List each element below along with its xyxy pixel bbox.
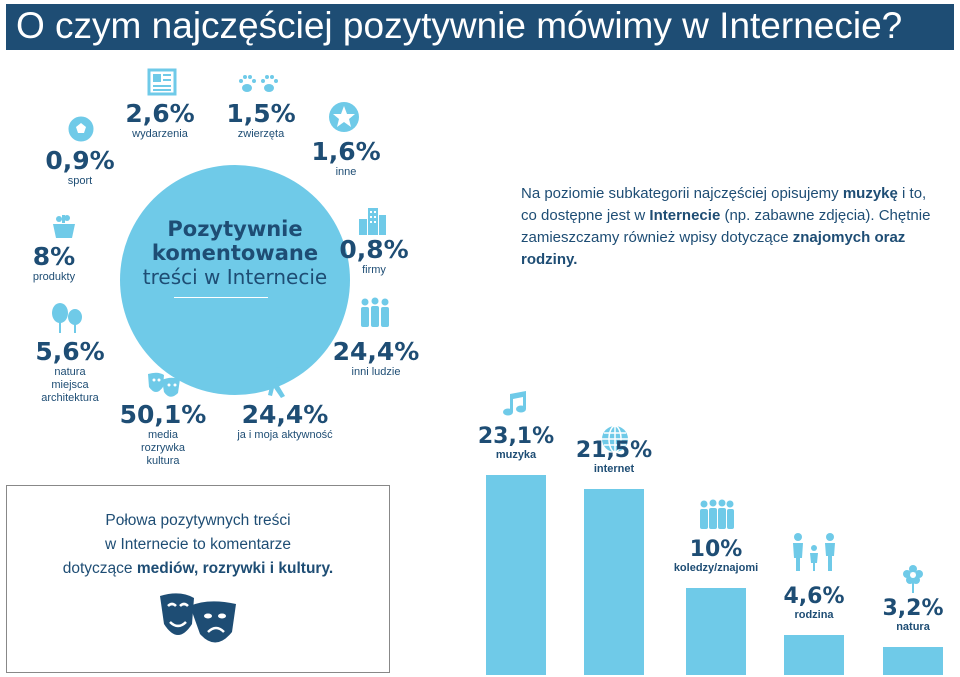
category-label: ja i moja aktywność <box>237 429 333 441</box>
bar-1 <box>486 475 546 675</box>
music-note-icon <box>503 391 526 416</box>
category-value: 0,8% <box>339 235 409 264</box>
box-line: w Internecie to komentarze <box>104 536 292 553</box>
page-title: O czym najczęściej pozytywnie mówimy w I… <box>16 5 903 46</box>
flower-icon <box>903 565 923 593</box>
category-label: miejsca <box>51 379 89 391</box>
circle-title-line1: Pozytywnie <box>167 217 303 241</box>
subcategory-note: Na poziomie subkategorii najczęściej opi… <box>521 183 941 271</box>
family-icon <box>793 533 835 571</box>
title-bar: O czym najczęściej pozytywnie mówimy w I… <box>6 4 954 50</box>
category-label: sport <box>67 175 93 187</box>
category-label: wydarzenia <box>132 128 188 140</box>
category-label: inni ludzie <box>351 366 401 378</box>
buildings-icon <box>359 208 386 235</box>
summary-box-text: Połowa pozytywnych treści w Internecie t… <box>8 509 388 581</box>
box-line-prefix: dotyczące <box>62 560 137 577</box>
theater-masks-icon <box>160 593 236 643</box>
bar-category-label: internet <box>593 463 635 475</box>
box-line: Połowa pozytywnych treści <box>105 512 291 529</box>
bar-3 <box>686 588 746 675</box>
category-label: inne <box>335 166 357 178</box>
category-value: 1,5% <box>226 99 296 128</box>
bar-4 <box>784 635 844 675</box>
category-label: zwierzęta <box>237 128 285 140</box>
running-person-icon <box>266 367 285 398</box>
circle-divider <box>174 297 268 298</box>
category-natura-miejsca: 5,6% natura miejsca architektura <box>28 338 112 405</box>
category-label: natura <box>54 366 86 378</box>
category-value: 1,6% <box>311 137 381 166</box>
category-value: 0,9% <box>45 146 115 175</box>
newspaper-icon <box>147 68 177 96</box>
circle-subtitle: treści w Internecie <box>142 265 328 289</box>
box-line-bold: mediów, rozrywki i kultury. <box>136 560 334 577</box>
bar-value-label: 4,6% <box>783 584 845 609</box>
category-inne: 1,6% inne <box>306 138 386 179</box>
shopping-basket-icon <box>53 215 75 238</box>
bar-value-label: 23,1% <box>477 424 555 449</box>
category-sport: 0,9% sport <box>40 147 120 188</box>
category-inni-ludzie: 24,4% inni ludzie <box>330 338 422 379</box>
bar-category-label: natura <box>896 621 930 633</box>
category-produkty: 8% produkty <box>24 243 84 284</box>
bar-value-label: 3,2% <box>882 596 944 621</box>
category-zwierzeta: 1,5% zwierzęta <box>221 100 301 141</box>
category-aktywnosc: 24,4% ja i moja aktywność <box>230 401 340 442</box>
note-bold: znajomych oraz rodziny. <box>521 229 906 268</box>
bar-label-4: 4,6% rodzina <box>759 585 869 622</box>
bar-value-label: 10% <box>689 537 743 562</box>
category-value: 2,6% <box>125 99 195 128</box>
note-bold: muzykę <box>842 185 898 202</box>
theater-masks-icon <box>148 372 180 397</box>
bar-value-label: 21,5% <box>575 438 653 463</box>
bar-5 <box>883 647 943 675</box>
friends-group-icon <box>700 499 734 529</box>
paw-prints-icon <box>239 75 278 92</box>
note-text: Na poziomie subkategorii najczęściej opi… <box>521 185 843 202</box>
box-line: dotyczące mediów, rozrywki i kultury. <box>8 557 388 581</box>
category-label: rozrywka <box>140 442 185 454</box>
bar-2 <box>584 489 644 675</box>
bar-category-label: koledzy/znajomi <box>673 562 759 574</box>
bar-label-1: 23,1% muzyka <box>461 425 571 462</box>
category-label: media <box>148 429 178 441</box>
category-label: produkty <box>32 271 76 283</box>
bar-category-label: muzyka <box>495 449 537 461</box>
category-media: 50,1% media rozrywka kultura <box>118 401 208 468</box>
category-value: 5,6% <box>35 337 105 366</box>
category-wydarzenia: 2,6% wydarzenia <box>120 100 200 141</box>
summary-box <box>6 485 390 673</box>
category-firmy: 0,8% firmy <box>334 236 414 277</box>
people-group-icon <box>361 297 389 327</box>
bar-label-3: 10% koledzy/znajomi <box>661 538 771 575</box>
note-bold: Internecie <box>649 207 721 224</box>
category-label: architektura <box>41 392 99 404</box>
category-value: 8% <box>32 242 76 271</box>
bar-label-2: 21,5% internet <box>559 439 669 476</box>
category-value: 24,4% <box>332 337 420 366</box>
note-text: (np. zabawne zdjęcia). Chętnie zamieszcz… <box>521 207 931 246</box>
category-value: 24,4% <box>241 400 329 429</box>
bar-label-5: 3,2% natura <box>858 597 960 634</box>
star-icon <box>329 102 359 132</box>
globe-icon <box>602 425 628 453</box>
category-label: kultura <box>146 455 180 467</box>
circle-title-line2: komentowane <box>151 241 319 265</box>
category-label: firmy <box>362 264 386 276</box>
note-text: i to, co dostępne jest w <box>521 185 927 224</box>
trees-icon <box>52 303 82 333</box>
bar-category-label: rodzina <box>794 609 834 621</box>
soccer-ball-icon <box>67 115 95 143</box>
category-value: 50,1% <box>119 400 207 429</box>
summary-circle <box>120 165 350 395</box>
